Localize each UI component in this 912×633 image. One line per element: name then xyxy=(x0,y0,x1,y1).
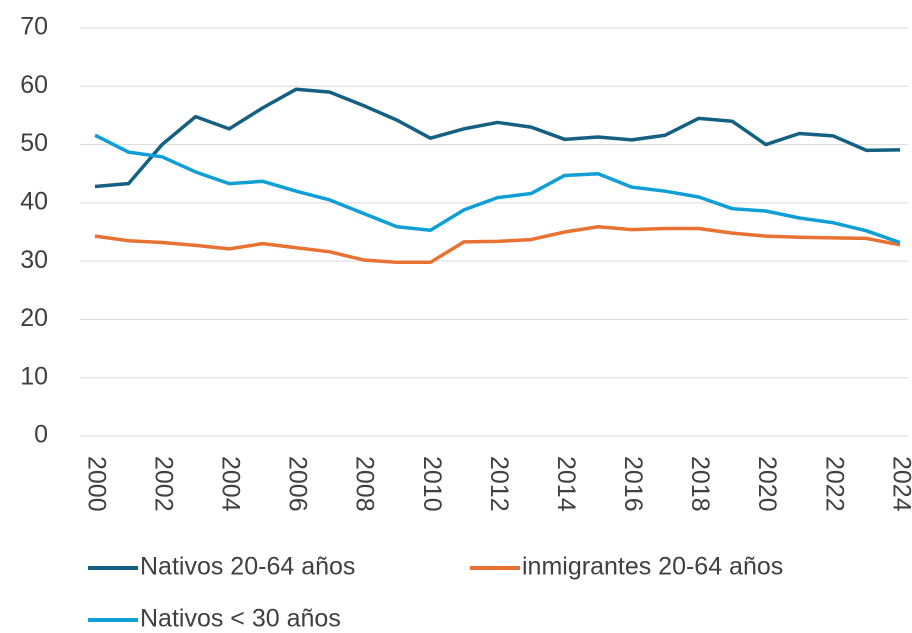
series-line xyxy=(94,87,901,189)
x-tick-label: 2012 xyxy=(485,456,513,512)
legend-label: Nativos 20-64 años xyxy=(140,553,355,581)
y-tick-label: 0 xyxy=(34,421,48,449)
x-tick-label: 2014 xyxy=(552,456,580,512)
legend-label: Nativos < 30 años xyxy=(140,605,341,633)
x-tick-label: 2006 xyxy=(284,456,312,512)
series-line xyxy=(94,225,901,265)
y-tick-label: 70 xyxy=(20,13,48,41)
x-tick-label: 2024 xyxy=(887,456,912,512)
y-tick-label: 20 xyxy=(20,304,48,332)
x-tick-label: 2016 xyxy=(619,456,647,512)
x-tick-label: 2002 xyxy=(149,456,177,512)
x-tick-label: 2000 xyxy=(82,456,110,512)
x-tick-label: 2004 xyxy=(217,456,245,512)
y-tick-label: 10 xyxy=(20,362,48,390)
x-tick-label: 2020 xyxy=(753,456,781,512)
y-tick-label: 30 xyxy=(20,246,48,274)
x-tick-label: 2018 xyxy=(686,456,714,512)
x-tick-label: 2008 xyxy=(351,456,379,512)
x-tick-label: 2010 xyxy=(418,456,446,512)
y-tick-label: 50 xyxy=(20,129,48,157)
legend-label: inmigrantes 20-64 años xyxy=(522,553,783,581)
x-tick-label: 2022 xyxy=(820,456,848,512)
y-tick-label: 40 xyxy=(20,187,48,215)
series-line xyxy=(94,133,901,245)
y-tick-label: 60 xyxy=(20,71,48,99)
